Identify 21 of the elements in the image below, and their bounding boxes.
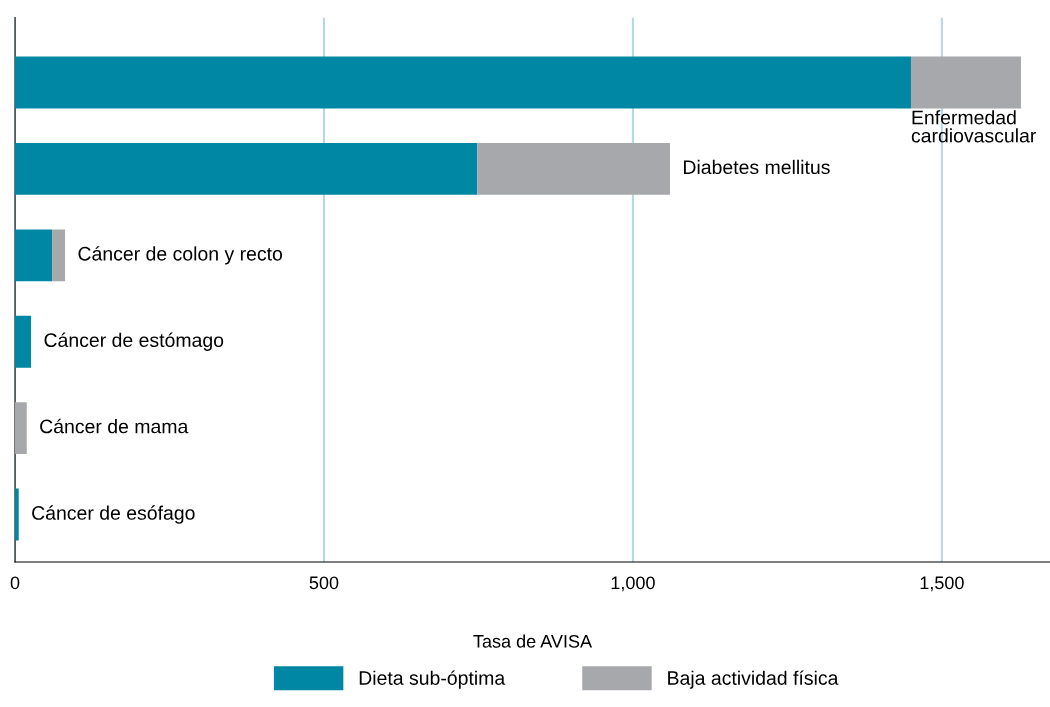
y-tick-label: Diabetes mellitus (684, 159, 830, 175)
legend-label: Dieta sub-óptima (359, 670, 506, 689)
x-tick-label: 1,000 (611, 576, 655, 592)
x-tick-label: 0 (10, 576, 20, 590)
bar (477, 142, 670, 195)
x-tick-label: 500 (309, 576, 339, 590)
y-tick-label: Cáncer de estómago (44, 332, 224, 351)
y-tick-label: Cáncer de esófago (32, 505, 195, 524)
y-tick-label: Cáncer de colon y recto (78, 246, 283, 265)
bar (15, 229, 53, 282)
y-tick-label: Enfermedad cardiovascular (911, 110, 1037, 143)
legend-label: Baja actividad física (668, 670, 839, 689)
bar (910, 56, 1021, 109)
bar (15, 56, 911, 109)
bar (15, 315, 32, 368)
bar (15, 142, 478, 195)
x-axis-title: Tasa de AVISA (473, 634, 593, 648)
bar (52, 229, 66, 282)
x-tick-label: 1,500 (920, 576, 964, 592)
bar (15, 402, 27, 455)
y-tick-label: Cáncer de mama (40, 418, 189, 434)
